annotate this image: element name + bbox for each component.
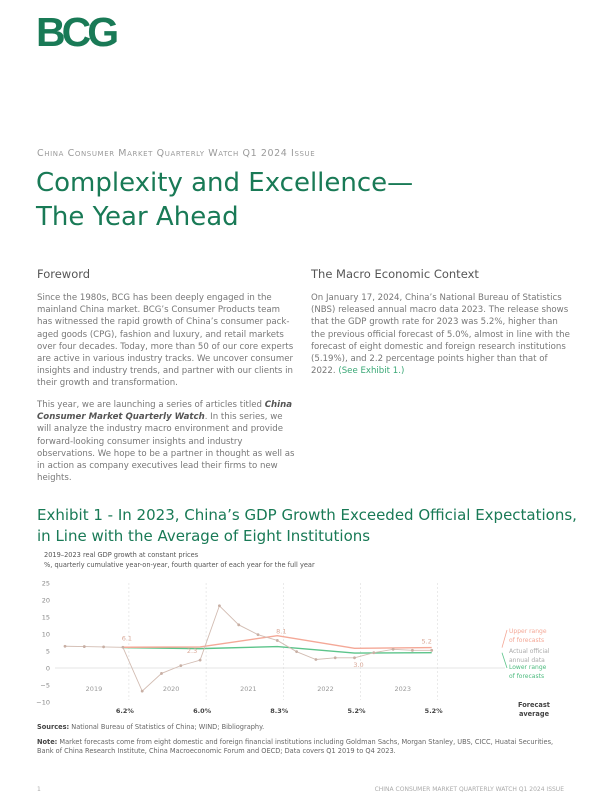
foreword-paragraph-1: Since the 1980s, BCG has been deeply eng… [37,293,294,389]
data-label: 5.2 [422,637,432,645]
legend-lower-text: Lower range [509,664,547,671]
year-label: 2023 [394,685,411,693]
year-label: 2021 [240,685,257,693]
note: Note: Market forecasts come from eight d… [37,738,567,755]
actual-data-point [82,645,86,648]
data-label: 2.3 [187,647,197,655]
actual-data-point [411,648,414,652]
note-text: Market forecasts come from eight domesti… [37,738,554,755]
foreword-heading: Foreword [37,267,91,281]
year-label: 2019 [86,685,103,693]
actual-data-point [198,658,202,662]
actual-data-point [102,645,105,649]
exhibit-link[interactable]: (See Exhibit 1.) [338,366,405,377]
actual-data-point [372,651,376,655]
y-tick-label: 10 [42,631,50,639]
actual-data-point [256,633,260,637]
foreword-paragraph-2: This year, we are launching a series of … [37,399,295,484]
publication-kicker: China Consumer Market Quarterly Watch Q1… [37,148,316,159]
y-tick-label: 20 [42,597,50,605]
forecast-average-label: 6.2% [116,707,135,715]
legend-upper-leader [501,629,508,648]
macro-text: On January 17, 2024, China’s National Bu… [311,293,570,377]
actual-gdp-line [64,604,432,692]
legend-actual-text: annual data [509,657,545,664]
year-label: 2022 [317,685,334,693]
forecast-average-title: average [519,710,550,718]
y-tick-label: 5 [46,648,50,656]
actual-data-point [430,648,434,652]
macro-paragraph: On January 17, 2024, China’s National Bu… [311,292,571,377]
actual-data-point [333,656,337,660]
year-label: 2020 [163,685,180,693]
legend-upper-text: Upper range [509,628,547,635]
actual-data-point [140,689,144,693]
sources-label: Sources: [37,723,70,731]
y-tick-label: 25 [42,580,50,588]
sources-text: National Bureau of Statistics of China; … [69,723,265,731]
y-tick-label: −10 [36,699,50,707]
chart-subtitle: %, quarterly cumulative year-on-year, fo… [44,561,315,569]
legend-lower-text: of forecasts [509,673,544,680]
lower-forecast-line [122,645,432,654]
legend-lower-leader [501,652,508,669]
y-tick-label: 0 [46,665,50,673]
exhibit-title: Exhibit 1 - In 2023, China’s GDP Growth … [37,506,577,545]
forecast-average-label: 5.2% [425,707,444,715]
actual-data-point [121,645,125,649]
upper-forecast-line [122,634,432,649]
forecast-average-label: 6.0% [193,707,212,715]
title-line-1: Complexity and Excellence— [36,168,414,198]
series-title: China Consumer Market Quarterly Watch [37,400,292,423]
legend-upper-text: of forecasts [509,637,544,644]
actual-data-point [179,664,183,668]
actual-data-point [218,604,221,608]
p2-text-b: . In this series, we will analyze the in… [37,412,295,484]
p2-text-a: This year, we are launching a series of … [37,400,265,410]
actual-data-point [314,658,318,661]
y-tick-label: −5 [40,682,50,690]
actual-data-point [295,650,298,654]
actual-data-point [275,639,279,642]
actual-data-point [353,656,356,660]
forecast-average-label: 5.2% [347,707,366,715]
running-title: CHINA CONSUMER MARKET QUARTERLY WATCH Q1… [374,786,564,793]
page-title: Complexity and Excellence— The Year Ahead [36,166,556,234]
forecast-average-title: Forecast [518,701,550,709]
macro-heading: The Macro Economic Context [311,267,479,281]
data-label: 6.1 [122,634,132,642]
actual-data-point [237,623,241,627]
forecast-average-label: 8.3% [270,707,289,715]
title-line-2: The Year Ahead [36,202,239,232]
data-label: 8.1 [276,627,286,635]
actual-data-point [391,647,395,651]
data-label: 3.0 [353,661,363,669]
bcg-logo: BCG [36,9,119,55]
page-number: 1 [37,786,41,793]
note-label: Note: [37,738,58,746]
legend-actual-text: Actual official [509,648,550,655]
actual-data-point [63,644,67,648]
chart-title: 2019–2023 real GDP growth at constant pr… [44,551,199,559]
sources: Sources: National Bureau of Statistics o… [37,723,567,732]
actual-data-point [160,672,163,675]
y-tick-label: 15 [42,614,50,622]
